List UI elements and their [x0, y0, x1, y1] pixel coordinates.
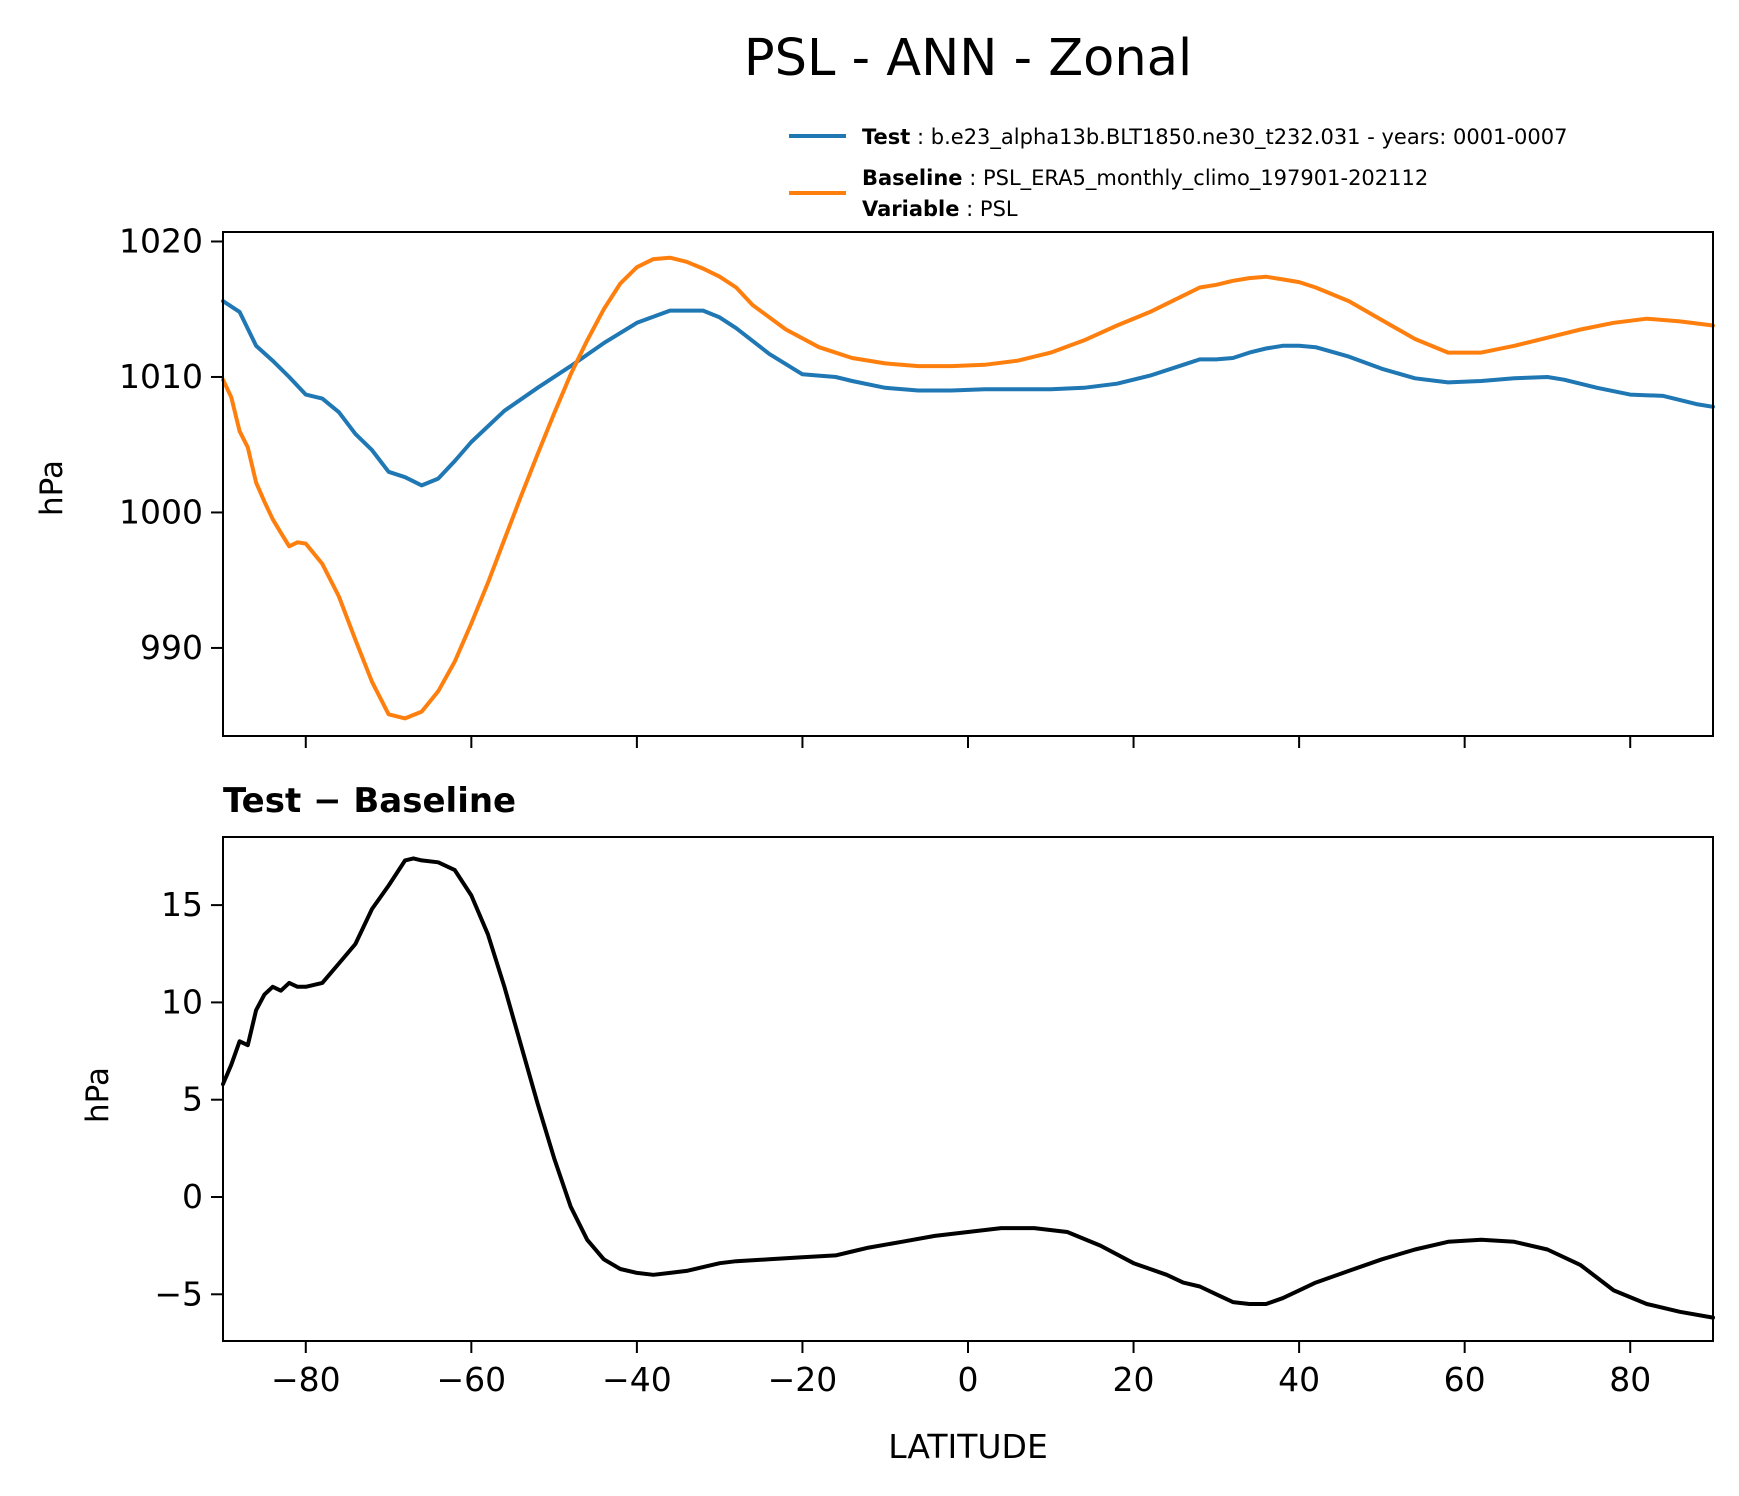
bottom-x-tick-label: 20	[1113, 1360, 1155, 1399]
legend-test-label: Test	[862, 125, 910, 149]
legend-variable-text: PSL	[980, 197, 1018, 221]
legend: Test : b.e23_alpha13b.BLT1850.ne30_t232.…	[789, 125, 1567, 221]
bottom-series-group	[221, 856, 1715, 1320]
bottom-x-tick-label: 0	[958, 1360, 979, 1399]
figure-title: PSL - ANN - Zonal	[744, 29, 1192, 88]
x-axis-label: LATITUDE	[888, 1427, 1048, 1466]
bottom-x-tick-label: 40	[1278, 1360, 1320, 1399]
legend-variable-label: Variable	[862, 197, 959, 221]
bottom-y-tick-label: 0	[182, 1177, 203, 1216]
bottom-series-line-difference	[221, 856, 1715, 1320]
legend-variable-entry: Variable : PSL	[862, 197, 1018, 221]
legend-baseline-entry: Baseline : PSL_ERA5_monthly_climo_197901…	[862, 166, 1428, 191]
bottom-x-ticks: −80 −60 −40 −20 0 20 40 60 80	[271, 1341, 1651, 1399]
bottom-y-tick-label: −5	[154, 1274, 203, 1313]
bottom-y-axis-label: hPa	[80, 1067, 116, 1123]
bottom-x-tick-label: −80	[271, 1360, 341, 1399]
bottom-panel: Test − Baseline −80 −60 −40 −20 0 20 40 60 80 −5…	[80, 781, 1715, 1466]
legend-test-entry: Test : b.e23_alpha13b.BLT1850.ne30_t232.…	[862, 125, 1567, 150]
bottom-x-tick-label: 80	[1609, 1360, 1651, 1399]
top-y-axis-label: hPa	[34, 460, 70, 516]
legend-baseline-text: PSL_ERA5_monthly_climo_197901-202112	[983, 166, 1428, 191]
top-series-line-test	[221, 299, 1715, 488]
top-y-ticks: 990 1000 1010 1020	[119, 221, 223, 667]
top-series-line-baseline	[221, 255, 1715, 721]
top-y-tick-label: 1000	[119, 492, 203, 531]
top-series-group	[221, 255, 1715, 721]
top-panel: 990 1000 1010 1020 hPa	[34, 221, 1715, 748]
bottom-x-tick-label: −40	[602, 1360, 672, 1399]
top-y-tick-label: 990	[140, 628, 203, 667]
top-x-ticks	[304, 736, 1632, 748]
bottom-panel-title: Test − Baseline	[223, 781, 516, 821]
legend-test-text: b.e23_alpha13b.BLT1850.ne30_t232.031 - y…	[931, 125, 1568, 150]
bottom-y-ticks: −5 0 5 10 15	[154, 885, 223, 1313]
top-y-tick-label: 1010	[119, 357, 203, 396]
bottom-x-tick-label: −20	[768, 1360, 838, 1399]
bottom-y-tick-label: 5	[182, 1080, 203, 1119]
bottom-x-tick-label: 60	[1444, 1360, 1486, 1399]
legend-baseline-label: Baseline	[862, 166, 963, 190]
top-y-tick-label: 1020	[119, 221, 203, 260]
bottom-x-tick-label: −60	[437, 1360, 507, 1399]
bottom-y-tick-label: 10	[161, 982, 203, 1021]
bottom-y-tick-label: 15	[161, 885, 203, 924]
